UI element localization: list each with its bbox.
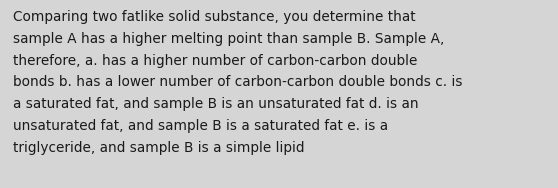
Text: bonds b. has a lower number of carbon-carbon double bonds c. is: bonds b. has a lower number of carbon-ca… — [13, 75, 463, 89]
Text: Comparing two fatlike solid substance, you determine that: Comparing two fatlike solid substance, y… — [13, 10, 416, 24]
Text: unsaturated fat, and sample B is a saturated fat e. is a: unsaturated fat, and sample B is a satur… — [13, 119, 388, 133]
Text: a saturated fat, and sample B is an unsaturated fat d. is an: a saturated fat, and sample B is an unsa… — [13, 97, 418, 111]
Text: triglyceride, and sample B is a simple lipid: triglyceride, and sample B is a simple l… — [13, 141, 305, 155]
Text: therefore, a. has a higher number of carbon-carbon double: therefore, a. has a higher number of car… — [13, 54, 417, 68]
Text: sample A has a higher melting point than sample B. Sample A,: sample A has a higher melting point than… — [13, 32, 444, 46]
